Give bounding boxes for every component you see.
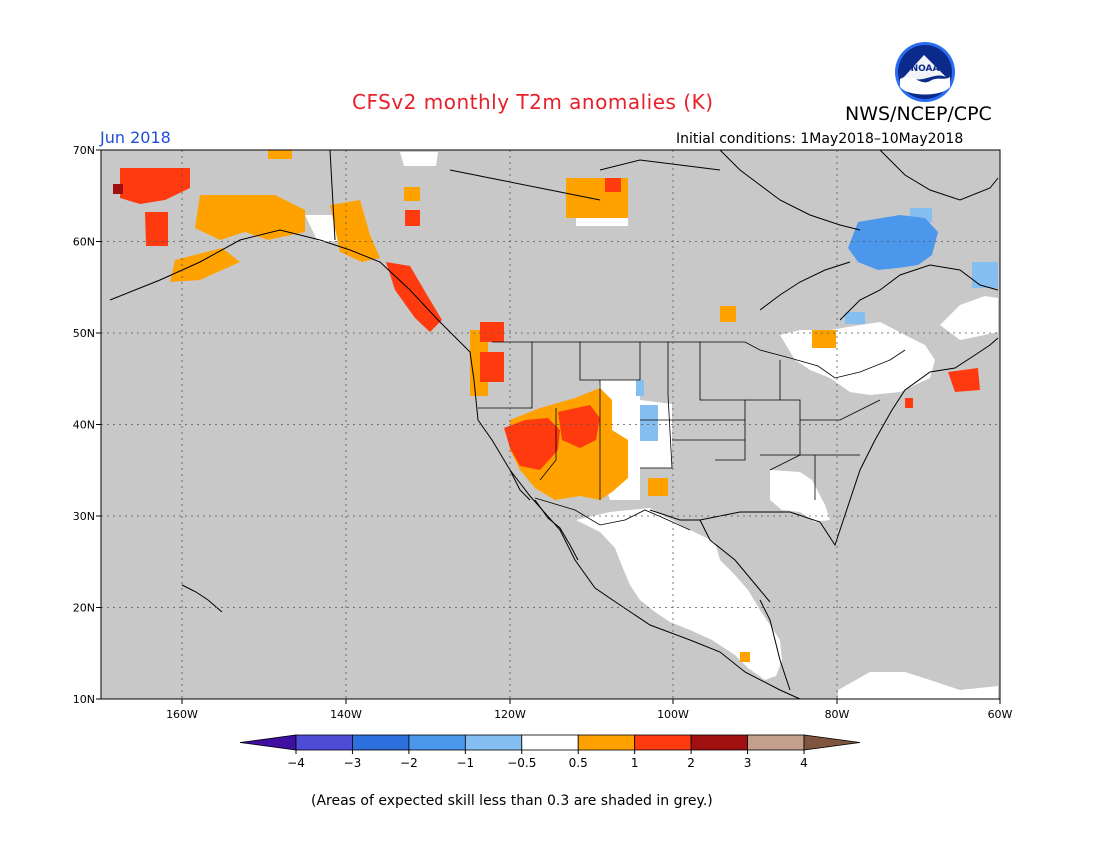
- lat-label: 70N: [73, 144, 95, 157]
- legend-label: −4: [287, 756, 305, 770]
- strong-hot-area: [113, 184, 123, 194]
- warm-anomaly-areas: [170, 150, 836, 662]
- agency-label: NWS/NCEP/CPC: [845, 103, 992, 125]
- legend-swatch: [577, 734, 636, 751]
- hot-anomaly-areas: [120, 168, 980, 470]
- legend-labels: −4 −3 −2 −1 −0.5 0.5 1 2 3 4: [287, 756, 808, 770]
- legend-label: −3: [344, 756, 362, 770]
- svg-text:NOAA: NOAA: [911, 64, 940, 74]
- legend-label: 1: [631, 756, 639, 770]
- graticule: [101, 150, 1000, 699]
- skill-note: (Areas of expected skill less than 0.3 a…: [311, 793, 713, 809]
- legend-swatch: [634, 734, 692, 751]
- longitude-labels: 160W 140W 120W 100W 80W 60W: [166, 708, 1012, 721]
- legend-swatch: [690, 734, 748, 751]
- lat-label: 20N: [73, 602, 95, 615]
- cool-core-area: [848, 215, 938, 270]
- noaa-logo: NOAA: [895, 42, 955, 102]
- legend-label: −2: [400, 756, 418, 770]
- legend-label: −1: [456, 756, 474, 770]
- legend-label: −0.5: [507, 756, 536, 770]
- legend-high-arrow: [803, 734, 861, 751]
- legend-swatch: [408, 734, 466, 751]
- lat-label: 30N: [73, 510, 95, 523]
- legend-low-arrow: [239, 734, 297, 751]
- legend-swatch: [295, 734, 353, 751]
- legend-label: 0.5: [569, 756, 588, 770]
- lon-label: 60W: [988, 708, 1013, 721]
- lat-label: 40N: [73, 419, 95, 432]
- coastlines: [109, 149, 999, 700]
- lat-label: 60N: [73, 236, 95, 249]
- lon-label: 140W: [330, 708, 362, 721]
- legend-swatch: [747, 734, 805, 751]
- legend-label: 3: [744, 756, 752, 770]
- cool-anomaly-areas: [636, 208, 998, 441]
- forecast-period: Jun 2018: [100, 128, 171, 147]
- lat-label: 50N: [73, 327, 95, 340]
- legend-label: 2: [687, 756, 695, 770]
- political-borders: [478, 341, 906, 531]
- legend-swatch: [352, 734, 410, 751]
- legend-swatch: [464, 734, 523, 751]
- lon-label: 80W: [825, 708, 850, 721]
- lat-label: 10N: [73, 693, 95, 706]
- legend-label: 4: [800, 756, 808, 770]
- lon-label: 100W: [657, 708, 689, 721]
- legend-swatch: [521, 734, 579, 751]
- color-legend: [239, 734, 861, 754]
- map-title: CFSv2 monthly T2m anomalies (K): [352, 90, 714, 114]
- latitude-labels: 70N 60N 50N 40N 30N 20N 10N: [73, 144, 95, 706]
- axis-ticks: [96, 149, 1001, 704]
- initial-conditions: Initial conditions: 1May2018–10May2018: [676, 131, 964, 147]
- lon-label: 120W: [494, 708, 526, 721]
- lon-label: 160W: [166, 708, 198, 721]
